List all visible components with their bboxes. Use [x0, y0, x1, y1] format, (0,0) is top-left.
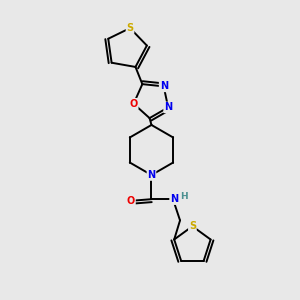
- Text: H: H: [180, 192, 188, 201]
- Text: O: O: [130, 99, 138, 109]
- Text: N: N: [164, 102, 172, 112]
- Text: S: S: [127, 23, 134, 33]
- Text: N: N: [160, 81, 168, 92]
- Text: O: O: [127, 196, 135, 206]
- Text: S: S: [189, 221, 196, 231]
- Text: N: N: [170, 194, 178, 204]
- Text: N: N: [147, 170, 155, 180]
